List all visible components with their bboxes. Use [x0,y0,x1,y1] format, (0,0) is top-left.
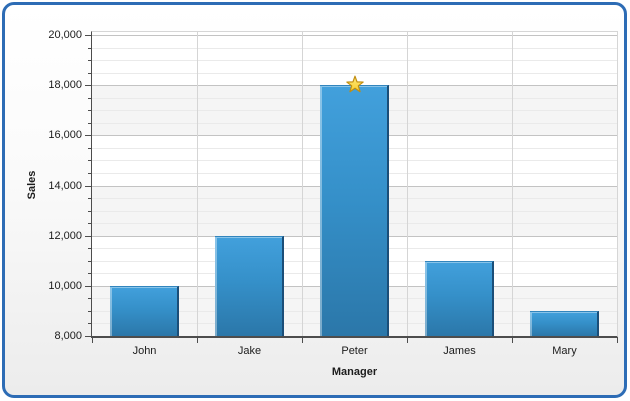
x-tick [197,337,198,343]
y-minor-tick [88,47,91,49]
category-gridline [197,32,198,336]
x-axis-title: Manager [331,366,378,378]
y-tick-label: 14,000 [48,179,82,192]
plot-scale: 8,000 10,000 12,000 14,000 16,000 18,000 20,00… [48,29,618,357]
y-minor-tick [88,210,91,212]
y-tick-label: 8,000 [54,330,82,342]
minor-gridline [92,72,617,74]
y-minor-tick [88,172,91,174]
x-tick-label: John [132,345,157,357]
x-tick [512,337,513,343]
y-minor-tick [88,122,91,124]
y-minor-tick [88,147,91,149]
x-tick [617,337,618,343]
plot-area: 8,000 10,000 12,000 14,000 16,000 18,000 20,00… [48,29,618,357]
minor-gridline [92,47,617,49]
y-minor-tick [88,97,91,99]
bar-jake[interactable] [214,235,285,336]
category-gridline [302,32,303,336]
bar-mary[interactable] [529,310,600,336]
x-tick [92,337,93,343]
y-minor-tick [88,72,91,74]
y-major-tick [85,85,91,87]
category-gridline [512,32,513,336]
x-tick [407,337,408,343]
y-major-tick [85,35,91,36]
y-minor-tick [88,310,91,312]
y-major-tick [85,235,91,237]
x-tick-label: Jake [237,345,262,357]
y-axis-title: Sales [26,170,38,200]
y-minor-tick [88,273,91,275]
y-minor-tick [88,248,91,250]
y-tick-label: 10,000 [48,279,82,292]
chart-frame: Sales Manager 8,000 10,000 12,000 14,000 16,… [2,2,627,398]
y-minor-tick [88,323,91,325]
y-tick-label: 20,000 [48,29,82,41]
y-major-tick [85,135,91,137]
y-minor-tick [88,298,91,300]
y-tick-label: 18,000 [48,79,82,92]
y-minor-tick [88,260,91,262]
y-minor-tick [88,223,91,225]
bar-peter[interactable] [319,85,390,336]
y-tick-label: 16,000 [48,129,82,142]
y-tick-label: 12,000 [48,229,82,242]
x-tick-label: Peter [341,345,368,357]
star-icon [345,75,364,94]
bar-james[interactable] [424,260,495,336]
x-tick-label: James [443,345,476,357]
y-major-tick [85,336,91,337]
y-minor-tick [88,110,91,112]
category-gridline [407,32,408,336]
y-minor-tick [88,198,91,200]
y-minor-tick [88,160,91,162]
major-gridline [92,35,617,36]
x-tick [302,337,303,343]
bar-john[interactable] [109,285,180,336]
minor-gridline [92,60,617,62]
x-tick-label: Mary [552,345,577,357]
y-minor-tick [88,60,91,62]
y-major-tick [85,185,91,187]
y-major-tick [85,285,91,287]
